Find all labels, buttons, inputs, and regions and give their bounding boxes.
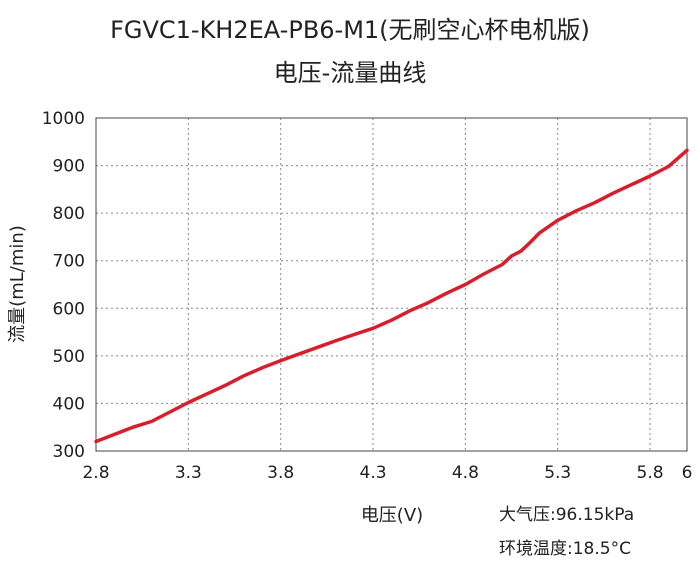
y-tick-label: 500 xyxy=(53,347,85,367)
y-tick-label: 600 xyxy=(53,299,85,319)
x-tick-label: 4.8 xyxy=(452,463,479,483)
x-tick-label: 5.8 xyxy=(637,463,664,483)
y-tick-label: 700 xyxy=(53,252,85,272)
y-tick-label: 900 xyxy=(53,157,85,177)
y-tick-label: 400 xyxy=(53,394,85,414)
chart-subtitle: 电压-流量曲线 xyxy=(273,59,427,87)
x-tick-label: 3.8 xyxy=(267,463,294,483)
x-tick-label: 6 xyxy=(682,463,693,483)
y-axis-ticks: 300 400 500 600 700 800 900 1000 xyxy=(42,109,85,462)
plot-frame xyxy=(95,117,688,452)
x-axis-ticks: 2.8 3.3 3.8 4.3 4.8 5.3 5.8 6 xyxy=(82,463,692,483)
pressure-annotation: 大气压:96.15kPa xyxy=(499,505,635,525)
grid-lines xyxy=(95,117,688,452)
y-tick-label: 1000 xyxy=(42,109,85,129)
x-tick-label: 3.3 xyxy=(175,463,202,483)
x-tick-label: 2.8 xyxy=(82,463,109,483)
chart-title: FGVC1-KH2EA-PB6-M1(无刷空心杯电机版) xyxy=(110,16,590,44)
temperature-annotation: 环境温度:18.5°C xyxy=(499,539,631,559)
y-axis-label: 流量(mL/min) xyxy=(7,225,28,343)
x-axis-label: 电压(V) xyxy=(361,505,423,526)
y-tick-label: 800 xyxy=(53,204,85,224)
x-tick-label: 5.3 xyxy=(544,463,571,483)
series-line-flow xyxy=(94,148,689,444)
x-tick-label: 4.3 xyxy=(360,463,387,483)
y-tick-label: 300 xyxy=(53,442,85,462)
